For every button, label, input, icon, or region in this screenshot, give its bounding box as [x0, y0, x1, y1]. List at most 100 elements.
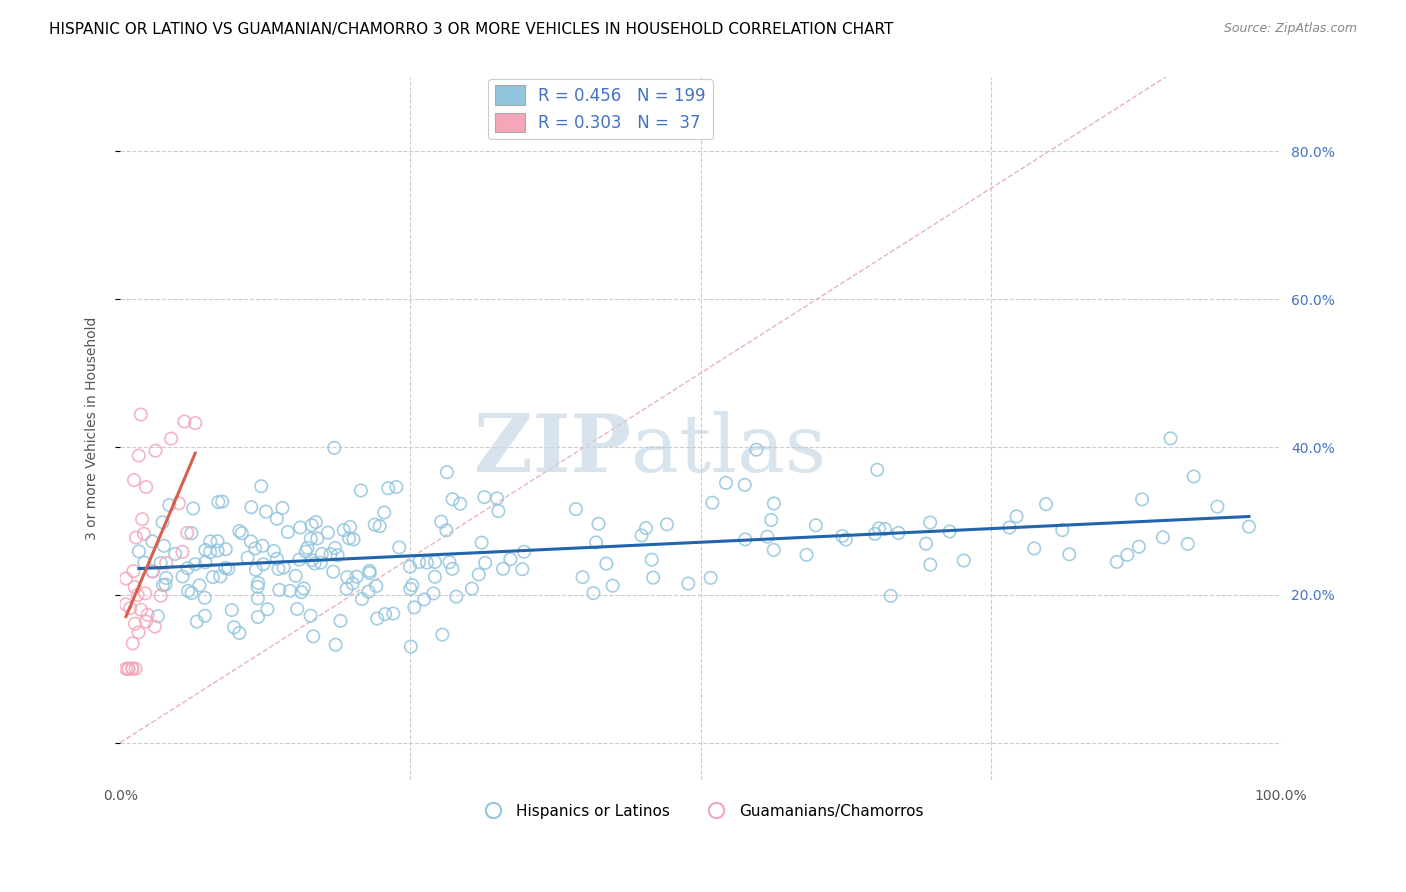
Point	[176, 561, 198, 575]
Point	[153, 539, 176, 553]
Point	[207, 534, 229, 549]
Point	[474, 490, 496, 504]
Point	[868, 521, 890, 535]
Point	[915, 537, 938, 551]
Point	[920, 516, 942, 530]
Point	[745, 442, 768, 457]
Point	[336, 582, 359, 596]
Point	[1024, 541, 1046, 556]
Point	[176, 525, 198, 540]
Point	[423, 555, 446, 569]
Point	[149, 589, 172, 603]
Point	[246, 580, 269, 594]
Point	[128, 544, 150, 558]
Point	[152, 578, 174, 592]
Point	[336, 570, 359, 584]
Point	[127, 588, 149, 602]
Point	[359, 564, 381, 578]
Point	[236, 550, 259, 565]
Point	[887, 525, 910, 540]
Point	[277, 524, 299, 539]
Point	[952, 553, 974, 567]
Point	[434, 524, 457, 538]
Point	[1152, 530, 1174, 544]
Point	[350, 483, 373, 498]
Point	[449, 497, 471, 511]
Point	[118, 662, 141, 676]
Point	[366, 611, 388, 625]
Point	[129, 408, 152, 422]
Point	[263, 544, 285, 558]
Point	[325, 638, 347, 652]
Point	[413, 592, 436, 607]
Point	[1130, 492, 1153, 507]
Point	[290, 520, 312, 534]
Point	[134, 586, 156, 600]
Point	[155, 577, 177, 591]
Point	[301, 518, 323, 533]
Point	[329, 614, 352, 628]
Point	[271, 500, 294, 515]
Point	[125, 531, 148, 545]
Point	[441, 492, 464, 507]
Point	[756, 530, 779, 544]
Point	[641, 552, 664, 566]
Point	[366, 579, 388, 593]
Point	[863, 527, 886, 541]
Point	[180, 526, 202, 541]
Point	[304, 557, 326, 571]
Point	[998, 520, 1021, 534]
Point	[399, 582, 422, 596]
Point	[143, 619, 166, 633]
Point	[486, 491, 509, 506]
Point	[165, 547, 187, 561]
Point	[149, 556, 172, 570]
Point	[146, 609, 169, 624]
Point	[214, 561, 236, 575]
Point	[155, 571, 177, 585]
Point	[115, 598, 138, 612]
Point	[181, 501, 204, 516]
Point	[172, 545, 194, 559]
Point	[228, 524, 250, 538]
Point	[207, 495, 229, 509]
Point	[141, 564, 163, 578]
Point	[117, 662, 139, 676]
Point	[269, 582, 291, 597]
Point	[122, 564, 145, 578]
Point	[273, 560, 295, 574]
Point	[643, 571, 665, 585]
Point	[571, 570, 593, 584]
Point	[240, 500, 263, 515]
Point	[135, 480, 157, 494]
Point	[129, 603, 152, 617]
Point	[155, 556, 177, 570]
Point	[585, 535, 607, 549]
Point	[121, 662, 143, 676]
Point	[1035, 497, 1057, 511]
Point	[294, 545, 316, 559]
Point	[297, 541, 319, 555]
Point	[266, 511, 288, 525]
Point	[180, 586, 202, 600]
Point	[316, 525, 339, 540]
Point	[288, 552, 311, 566]
Point	[602, 579, 624, 593]
Point	[474, 556, 496, 570]
Point	[471, 535, 494, 549]
Point	[342, 533, 364, 547]
Point	[194, 555, 217, 569]
Point	[796, 548, 818, 562]
Point	[499, 552, 522, 566]
Point	[291, 585, 314, 599]
Point	[699, 571, 721, 585]
Point	[759, 513, 782, 527]
Point	[115, 662, 138, 676]
Point	[1005, 509, 1028, 524]
Point	[131, 512, 153, 526]
Point	[323, 541, 346, 555]
Point	[595, 557, 617, 571]
Point	[399, 640, 422, 654]
Point	[404, 600, 426, 615]
Point	[492, 562, 515, 576]
